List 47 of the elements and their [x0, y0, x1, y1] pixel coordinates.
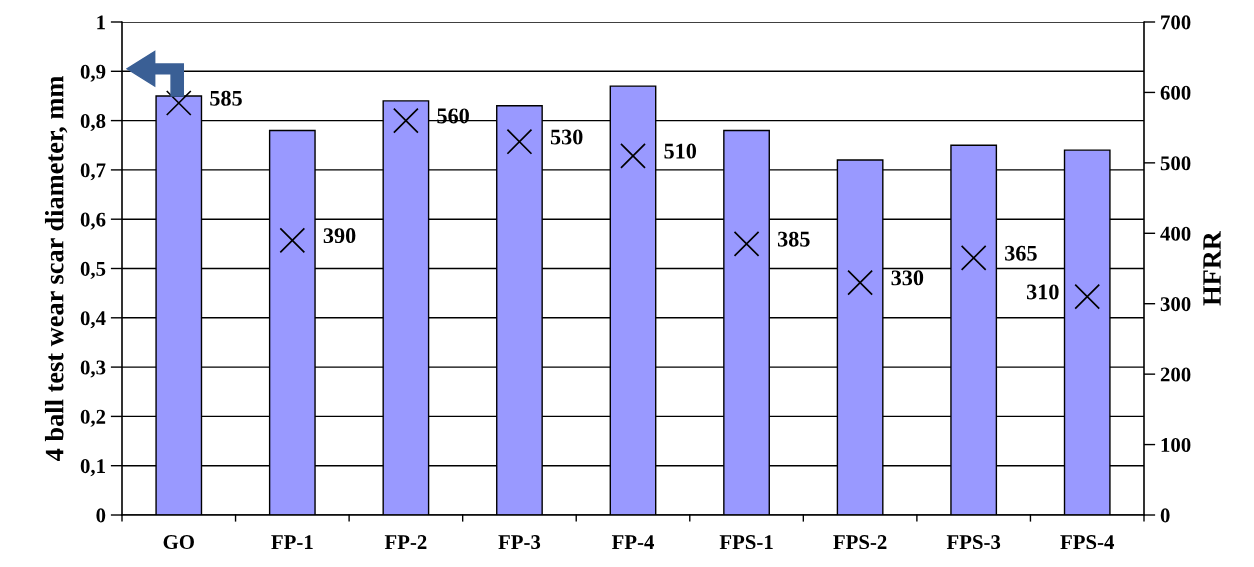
y2-tick-label: 200	[1160, 367, 1191, 382]
point	[620, 142, 646, 169]
data-label: 310	[1026, 284, 1059, 300]
y-tick-label: 0,5	[80, 261, 106, 279]
y2-tick-label: 500	[1160, 156, 1191, 171]
y-tick-label: 0,6	[80, 212, 106, 230]
y2-axis-title: HFRR	[1203, 230, 1221, 306]
y-tick-label: 0,8	[80, 113, 106, 132]
point	[847, 269, 873, 296]
point	[279, 227, 306, 254]
data-label: 385	[777, 231, 810, 247]
x-tick-label: FP-1	[271, 535, 313, 549]
y-axis-title: 4 ball test wear scar diameter, mm	[44, 76, 68, 462]
x-tick-label: FPS-1	[719, 535, 773, 550]
data-label: 585	[210, 90, 242, 106]
x-tick-label: GO	[163, 535, 194, 550]
y2-tick-label: 600	[1160, 85, 1191, 100]
x-tick-label: FP-3	[498, 535, 541, 550]
x-tick-label: FPS-2	[833, 535, 887, 550]
y-tick-label: 0,4	[80, 311, 106, 329]
x-tick-label: FPS-4	[1060, 535, 1115, 550]
y2-tick-label: 100	[1161, 437, 1191, 452]
y-tick-label: 0,3	[80, 360, 106, 378]
data-label: 510	[664, 143, 697, 159]
x-tick-label: FPS-3	[946, 535, 1001, 550]
data-label: 390	[323, 228, 356, 244]
y-tick-label: 0,9	[80, 64, 106, 82]
data-label: 365	[1005, 245, 1037, 261]
y-tick-label: 1	[97, 15, 105, 30]
point	[393, 107, 419, 134]
x-tick-label: FP-4	[611, 535, 655, 549]
data-label: 330	[891, 270, 924, 286]
y-tick-label: 0	[96, 508, 106, 523]
x-tick-label: FP-2	[384, 535, 427, 549]
point	[960, 245, 987, 271]
y-tick-label: 0,7	[80, 163, 106, 181]
point	[165, 90, 192, 116]
data-label: 530	[550, 129, 583, 145]
y2-tick-label: 700	[1161, 15, 1191, 30]
y2-tick-label: 300	[1160, 297, 1191, 312]
point	[506, 128, 533, 155]
y2-tick-label: 400	[1160, 226, 1191, 241]
y-tick-label: 0,2	[80, 409, 106, 427]
point	[733, 230, 760, 257]
y-tick-label: 0,1	[80, 459, 105, 477]
y2-tick-label: 0	[1160, 508, 1170, 523]
point	[1074, 283, 1101, 310]
